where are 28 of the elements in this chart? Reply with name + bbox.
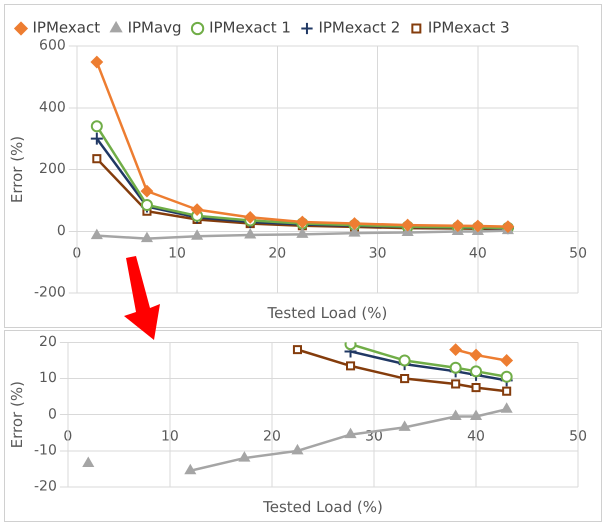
y-tick-label: -200 (34, 284, 66, 301)
x-tick-label: 40 (467, 428, 485, 445)
y-tick-label: 10 (39, 370, 57, 386)
y-tick-label: 0 (56, 222, 66, 239)
x-tick-label: 50 (569, 428, 588, 445)
legend-label: IPMexact 1 (209, 18, 291, 36)
y-tick-label: 600 (39, 38, 66, 54)
y-tick-label: 20 (39, 334, 57, 350)
y-tick-label: -10 (34, 442, 57, 458)
x-tick-label: 30 (368, 245, 386, 262)
x-tick-label: 10 (160, 428, 179, 445)
y-tick-label: -20 (34, 478, 57, 495)
y-tick-label: 200 (39, 161, 66, 178)
legend-label: IPMexact 2 (318, 18, 400, 36)
y-tick-label: 400 (39, 99, 66, 116)
x-tick-label: 40 (468, 245, 487, 262)
x-tick-label: 50 (569, 245, 588, 262)
legend-label: IPMexact (32, 18, 100, 36)
x-tick-label: 10 (168, 245, 186, 262)
x-axis-title: Tested Load (%) (266, 304, 388, 322)
x-axis-title: Tested Load (%) (262, 498, 383, 516)
x-tick-label: 20 (268, 245, 286, 262)
legend-label: IPMexact 3 (428, 18, 510, 36)
x-tick-label: 20 (263, 428, 281, 445)
legend-label: IPMavg (128, 18, 182, 36)
y-axis-title: Error (%) (8, 381, 26, 448)
y-axis-title: Error (%) (8, 136, 26, 204)
y-tick-label: 0 (48, 406, 57, 422)
